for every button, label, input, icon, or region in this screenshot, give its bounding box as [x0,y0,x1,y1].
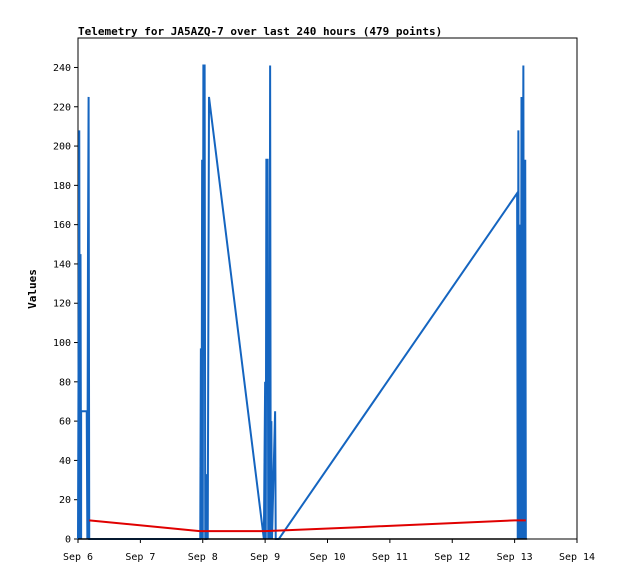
series-line-0 [77,64,527,540]
y-tick-label: 0 [65,535,71,546]
y-tick-label: 220 [53,102,71,113]
y-tick-label: 180 [53,181,71,192]
plot-frame [77,37,578,540]
series-line-1 [89,519,526,533]
x-tick-label: Sep 9 [250,552,280,563]
y-tick-label: 60 [59,417,71,428]
series-layer [77,64,528,540]
y-tick-label: 200 [53,142,71,153]
x-tick-label: Sep 10 [309,552,345,563]
x-tick-label: Sep 13 [497,552,533,563]
y-tick-label: 20 [59,495,71,506]
x-tick-label: Sep 7 [125,552,155,563]
x-tick-label: Sep 8 [188,552,218,563]
y-tick-label: 240 [53,63,71,74]
y-tick-label: 140 [53,259,71,270]
x-tick-label: Sep 6 [63,552,93,563]
x-tick-label: Sep 14 [559,552,595,563]
y-tick-label: 40 [59,456,71,467]
y-tick-label: 160 [53,220,71,231]
y-axis-label: Values [26,269,39,309]
y-tick-label: 120 [53,299,71,310]
x-tick-label: Sep 12 [434,552,470,563]
x-axis: Sep 6 Sep 7 Sep 8 Sep 9 Sep 10 Sep 11 Sep 12 Se… [63,539,595,563]
chart-title: Telemetry for JA5AZQ-7 over last 240 hou… [78,25,442,38]
y-tick-label: 80 [59,377,71,388]
y-tick-label: 100 [53,338,71,349]
x-tick-label: Sep 11 [372,552,408,563]
y-axis: 0 20 40 60 80 100 120 140 160 180 200 220 240 [53,63,78,546]
